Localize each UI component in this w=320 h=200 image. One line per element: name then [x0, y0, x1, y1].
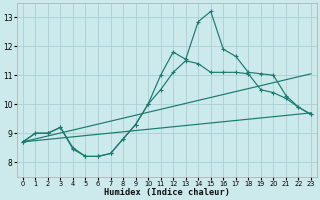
X-axis label: Humidex (Indice chaleur): Humidex (Indice chaleur) [104, 188, 230, 197]
